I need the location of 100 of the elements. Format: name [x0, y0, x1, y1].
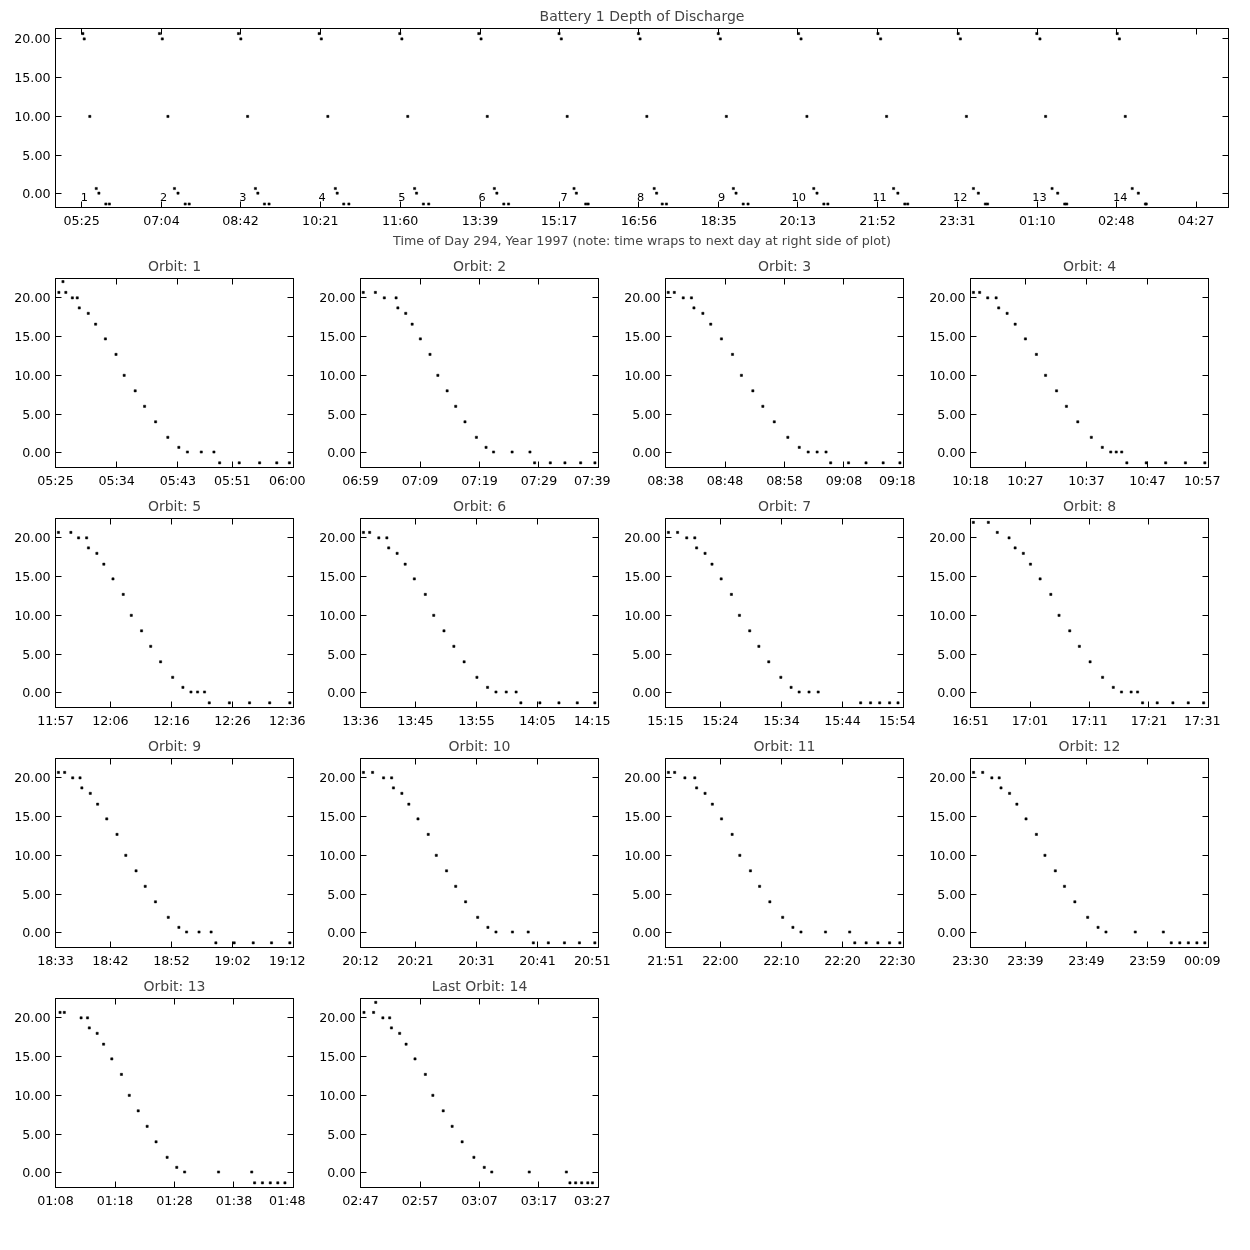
point [548, 461, 552, 465]
point [288, 941, 292, 945]
y-tick-label: 10.00 [624, 367, 661, 383]
x-tick-label: 08:38 [647, 472, 684, 488]
y-tick-label: 0.00 [327, 925, 356, 941]
point [997, 776, 1001, 780]
point [288, 701, 292, 705]
y-tick-label: 15.00 [14, 70, 51, 86]
y-tick-label: 20.00 [319, 290, 356, 306]
point [1008, 792, 1011, 795]
x-tick-label: 01:48 [269, 1192, 306, 1208]
y-tick-label: 5.00 [632, 406, 661, 422]
annotation: 4 [318, 190, 326, 205]
point [1078, 644, 1081, 648]
point [127, 1093, 131, 1097]
point [673, 771, 676, 774]
point [986, 296, 990, 300]
annotation: 1 [80, 190, 88, 205]
x-tick-label: 15:34 [763, 712, 800, 728]
point [681, 296, 685, 300]
point [362, 1011, 366, 1014]
point [695, 786, 698, 790]
point [484, 446, 488, 449]
point [392, 786, 395, 790]
point [382, 776, 385, 780]
point [853, 941, 857, 945]
x-tick-label: 15:17 [540, 212, 578, 228]
point [452, 644, 456, 648]
y-tick-label: 20.00 [14, 530, 51, 546]
y-tick-label: 15.00 [319, 809, 356, 825]
x-tick-label: 08:58 [766, 472, 803, 488]
x-tick-label: 20:13 [779, 212, 816, 228]
x-tick-label: 03:07 [461, 1192, 498, 1208]
x-tick-label: 05:43 [159, 472, 197, 488]
point [121, 593, 125, 596]
chart-title: Orbit: 12 [1058, 737, 1121, 754]
point [87, 1026, 91, 1030]
point [738, 853, 742, 857]
point [428, 353, 432, 356]
y-tick-label: 5.00 [327, 646, 356, 662]
point [381, 1016, 385, 1020]
point [758, 884, 761, 888]
point [565, 1170, 568, 1174]
y-tick-label: 0.00 [937, 925, 966, 941]
point [881, 461, 885, 465]
y-tick-label: 5.00 [22, 1126, 51, 1142]
point [546, 941, 550, 945]
point [475, 435, 478, 439]
point [214, 941, 218, 945]
point [177, 446, 181, 449]
point [972, 291, 975, 294]
y-tick-label: 5.00 [937, 406, 966, 422]
point [96, 802, 99, 806]
point [749, 869, 752, 873]
point [129, 613, 133, 617]
point [1109, 450, 1113, 454]
point [403, 562, 407, 566]
y-tick-label: 15.00 [624, 569, 661, 585]
point [1171, 701, 1175, 705]
point [859, 701, 863, 705]
y-tick-label: 15.00 [14, 569, 51, 585]
x-tick-label: 23:30 [952, 952, 989, 968]
y-tick-label: 0.00 [22, 925, 51, 941]
y-tick-label: 20.00 [14, 31, 51, 47]
y-tick-label: 10.00 [929, 607, 966, 623]
x-tick-label: 22:20 [824, 952, 861, 968]
point [575, 701, 579, 705]
point [79, 1016, 83, 1020]
x-tick-label: 13:36 [342, 712, 379, 728]
annotation: 2 [159, 190, 168, 205]
point [377, 536, 381, 540]
point [404, 1042, 408, 1046]
point [1055, 389, 1058, 393]
point [896, 701, 900, 705]
point [115, 833, 119, 836]
point [419, 337, 422, 341]
point [767, 660, 771, 664]
point [1076, 420, 1080, 424]
y-tick-label: 10.00 [14, 607, 51, 623]
point [62, 1011, 66, 1014]
y-tick-label: 15.00 [929, 329, 966, 345]
y-tick-label: 0.00 [632, 925, 661, 941]
chart-title: Last Orbit: 14 [431, 977, 528, 994]
x-tick-label: 13:39 [461, 212, 499, 228]
point [574, 1181, 577, 1185]
x-tick-label: 23:59 [1129, 952, 1166, 968]
y-tick-label: 15.00 [929, 569, 966, 585]
point [1133, 930, 1137, 934]
y-tick-label: 20.00 [14, 1010, 51, 1026]
point [197, 930, 201, 934]
point [203, 690, 206, 694]
y-tick-label: 0.00 [22, 445, 51, 461]
y-tick-label: 20.00 [624, 290, 661, 306]
point [1005, 312, 1009, 315]
point [140, 629, 143, 633]
point [568, 1181, 572, 1185]
point [1089, 435, 1093, 439]
y-tick-label: 10.00 [319, 1087, 356, 1103]
point [740, 373, 743, 377]
point [1049, 593, 1053, 596]
